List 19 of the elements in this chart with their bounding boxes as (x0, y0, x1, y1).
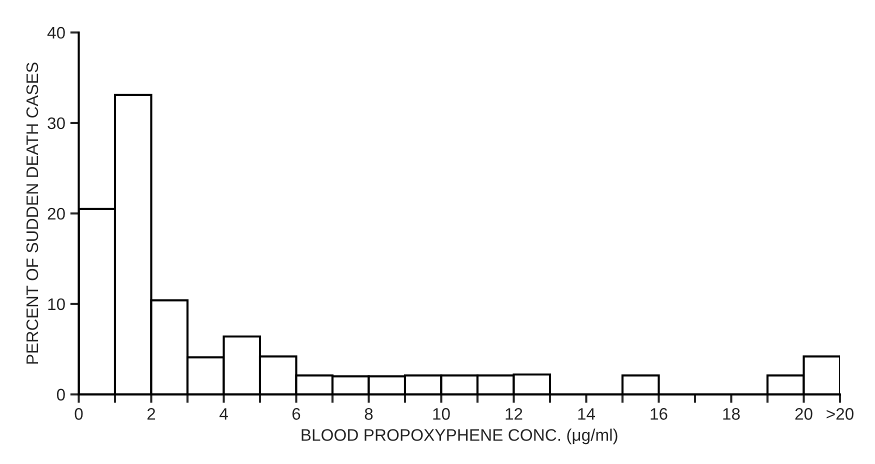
x-axis-title: BLOOD PROPOXYPHENE CONC. (μg/ml) (302, 428, 618, 444)
x-tick-label: 0 (74, 408, 83, 420)
x-tick-label: >20 (826, 408, 854, 420)
y-tick-label: 0 (56, 388, 65, 401)
x-tick-label: 6 (292, 408, 300, 420)
y-tick-label: 40 (47, 26, 65, 39)
x-tick-label: 18 (723, 408, 740, 420)
y-tick-label: 30 (48, 117, 65, 130)
x-tick-label: 4 (220, 408, 228, 420)
x-tick-label: 8 (364, 408, 373, 420)
x-tick-label: 14 (578, 408, 596, 420)
y-tick-label: 20 (48, 208, 65, 220)
x-tick-label: 20 (795, 408, 812, 420)
x-tick-label: 10 (433, 408, 450, 420)
y-axis-title: PERCENT OF SUDDEN DEATH CASES (26, 62, 38, 364)
x-tick-label: 2 (147, 408, 156, 420)
y-tick-label: 10 (48, 298, 65, 310)
x-tick-label: 16 (650, 408, 668, 420)
x-tick-label: 12 (506, 408, 522, 420)
